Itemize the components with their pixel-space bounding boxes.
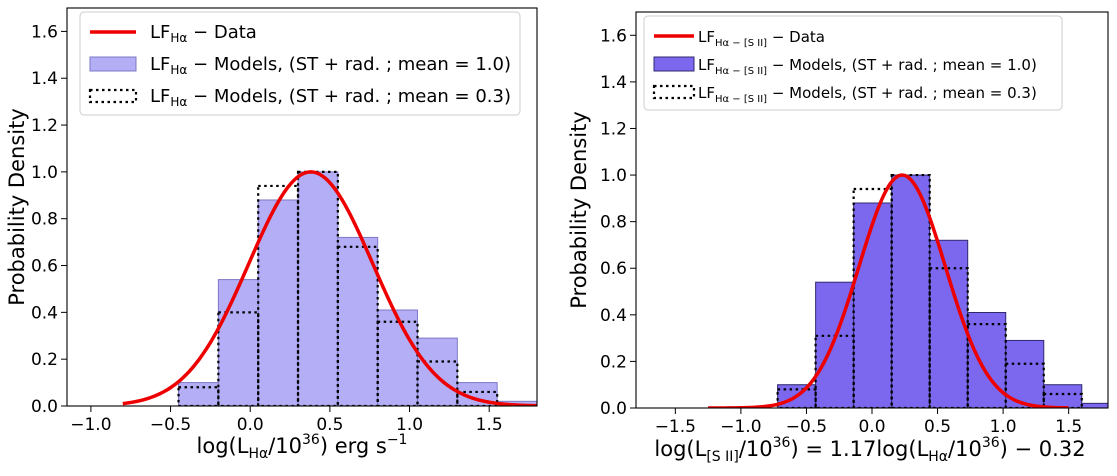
y-tick-label: 0.8 <box>600 213 627 233</box>
x-tick-label: −1.0 <box>720 417 761 437</box>
legend-handle-dotted <box>652 84 696 100</box>
x-tick-label: 0.0 <box>858 417 885 437</box>
x-tick-label: −1.0 <box>70 415 111 435</box>
y-tick-label: 0.6 <box>600 259 627 279</box>
legend: LFHα − [S II] − Data LFHα − [S II] − Mode… <box>643 15 1063 111</box>
axes-frame <box>66 7 538 407</box>
legend: LFHα − Data LFHα − Models, (ST + rad. ; m… <box>79 11 521 116</box>
bar-filled <box>1005 339 1045 408</box>
x-axis-label: log(L[S II]/1036) = 1.17log(LHα/1036) − … <box>654 435 1085 465</box>
bar-dotted <box>928 267 969 408</box>
y-tick-label: 1.4 <box>600 73 627 93</box>
legend-label-data: LFHα − [S II] − Data <box>698 28 825 49</box>
x-axis-label: log(LHα/1036) erg s−1 <box>197 432 408 462</box>
y-tick-label: 1.0 <box>600 166 627 186</box>
chart-right: −1.5 −1.0 −0.5 0.0 0.5 1.0 1.5 0.0 0.2 0.4 0.6 0.8 1… <box>567 11 1109 465</box>
legend-label-model1: LFHα − Models, (ST + rad. ; mean = 1.0) <box>150 54 511 77</box>
y-tick-label: 1.2 <box>31 116 58 136</box>
bar-filled <box>257 199 299 406</box>
x-tick-label: 1.0 <box>990 417 1017 437</box>
plot-area <box>708 173 1108 408</box>
bar-filled <box>1081 402 1108 408</box>
bar-dotted <box>776 388 817 408</box>
y-tick-label: 0.8 <box>31 210 58 230</box>
x-tick-label: −0.5 <box>150 415 191 435</box>
bar-dotted <box>890 173 931 408</box>
bar-dotted <box>1042 392 1083 408</box>
bar-dotted <box>1004 362 1045 408</box>
bar-filled <box>417 337 458 406</box>
legend-handle-dotted <box>88 88 138 104</box>
bar-filled <box>217 279 259 406</box>
x-tick-label: 0.5 <box>924 417 951 437</box>
y-tick-label: 0.2 <box>600 352 627 372</box>
bar-dotted <box>852 187 893 408</box>
bar-dotted <box>336 245 379 406</box>
legend-handle-filled <box>653 56 695 72</box>
legend-label-model1: LFHα − [S II] − Models, (ST + rad. ; mea… <box>698 56 1037 77</box>
y-tick-label: 1.2 <box>600 119 627 139</box>
plot-area <box>122 170 537 406</box>
bar-filled <box>891 174 931 408</box>
x-tick-label: −1.5 <box>655 417 696 437</box>
legend-label-model2: LFHα − [S II] − Models, (ST + rad. ; mea… <box>698 84 1037 105</box>
y-tick-label: 0.0 <box>600 399 627 419</box>
y-tick-label: 0.4 <box>600 306 627 326</box>
legend-box <box>643 15 1063 111</box>
x-tick-label: 0.0 <box>237 415 264 435</box>
y-tick-label: 0.0 <box>31 397 58 417</box>
bar-dotted <box>257 184 300 406</box>
bar-dotted <box>376 320 419 406</box>
bar-filled <box>853 202 893 408</box>
x-tick-label: 1.5 <box>476 415 503 435</box>
x-tick-label: 1.0 <box>396 415 423 435</box>
y-axis-label: Probability Density <box>567 111 591 309</box>
bar-filled <box>1043 384 1083 408</box>
bar-filled <box>967 311 1007 408</box>
y-tick-label: 0.2 <box>31 350 58 370</box>
x-tick-label: −0.5 <box>786 417 827 437</box>
bar-filled <box>377 309 419 406</box>
y-tick-label: 1.4 <box>31 69 58 89</box>
bar-dotted <box>217 311 260 406</box>
bar-dotted <box>177 386 220 406</box>
bar-filled <box>929 239 969 408</box>
data-curve <box>122 170 537 406</box>
y-tick-label: 1.6 <box>31 22 58 42</box>
legend-box <box>79 11 521 116</box>
bar-filled <box>337 236 379 406</box>
y-axis-label: Probability Density <box>5 108 29 306</box>
x-tick-label: 0.5 <box>316 415 343 435</box>
y-tick-label: 0.6 <box>31 257 58 277</box>
y-tick-label: 1.0 <box>31 163 58 183</box>
y-tick-label: 1.6 <box>600 26 627 46</box>
x-tick-label: 1.5 <box>1055 417 1082 437</box>
legend-handle-filled <box>89 56 137 72</box>
legend-label-data: LFHα − Data <box>150 22 257 45</box>
bar-filled <box>178 382 219 406</box>
y-tick-label: 0.4 <box>31 303 58 323</box>
data-curve <box>708 173 1069 408</box>
bar-dotted <box>456 390 499 406</box>
legend-label-model2: LFHα − Models, (ST + rad. ; mean = 0.3) <box>150 86 511 109</box>
chart-left: −1.0 −0.5 0.0 0.5 1.0 1.5 0.0 0.2 0.4 0.6 0.8 1.0 1.… <box>5 7 538 462</box>
bar-filled <box>297 171 339 406</box>
